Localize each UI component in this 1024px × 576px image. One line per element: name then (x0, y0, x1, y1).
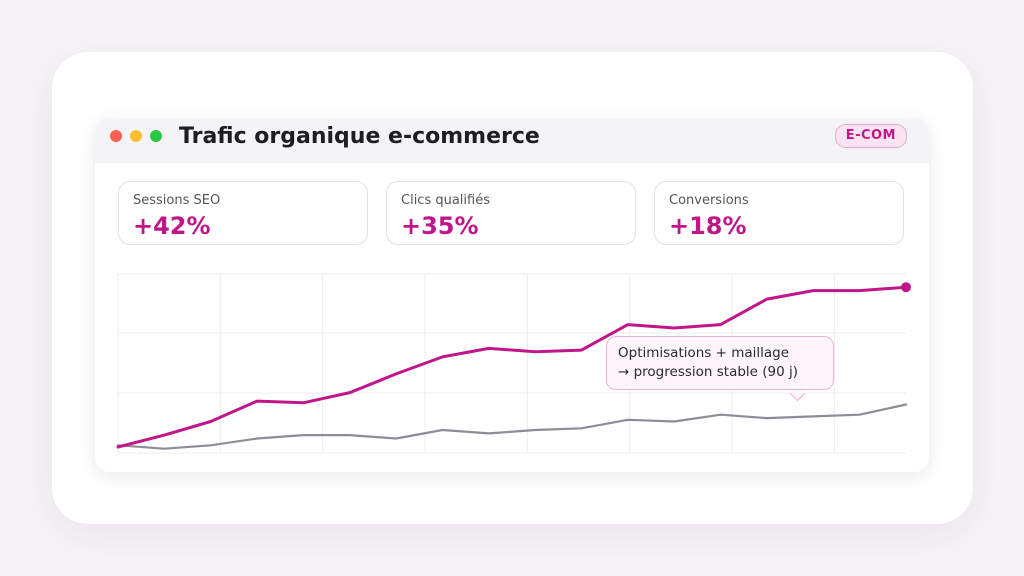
kpi-value: +35% (401, 212, 479, 240)
kpi-card-conversions: Conversions +18% (654, 181, 904, 245)
page-title: Trafic organique e-commerce (179, 124, 540, 149)
tooltip-line-2: → progression stable (90 j) (618, 364, 799, 380)
titlebar: Trafic organique e-commerce E-COM (95, 119, 929, 163)
series-end-marker (901, 282, 911, 293)
chart-series (116, 282, 911, 450)
kpi-value: +42% (133, 212, 211, 240)
line-chart (116, 273, 911, 454)
tooltip-line-1: Optimisations + maillage (618, 345, 790, 361)
series-line-primary (116, 285, 908, 449)
kpi-card-sessions: Sessions SEO +42% (118, 181, 368, 245)
kpi-card-clicks: Clics qualifiés +35% (386, 181, 636, 245)
kpi-value: +18% (669, 212, 747, 240)
close-window-button[interactable] (110, 130, 122, 142)
kpi-label: Sessions SEO (133, 193, 221, 208)
minimize-window-button[interactable] (130, 130, 142, 142)
kpi-label: Conversions (669, 193, 749, 208)
chart-annotation-tooltip: Optimisations + maillage → progression s… (606, 336, 834, 390)
category-badge: E-COM (834, 124, 907, 148)
maximize-window-button[interactable] (150, 130, 162, 142)
dashboard-window: Trafic organique e-commerce E-COM Sessio… (95, 119, 929, 472)
series-line-secondary (116, 403, 908, 450)
kpi-label: Clics qualifiés (401, 193, 490, 208)
